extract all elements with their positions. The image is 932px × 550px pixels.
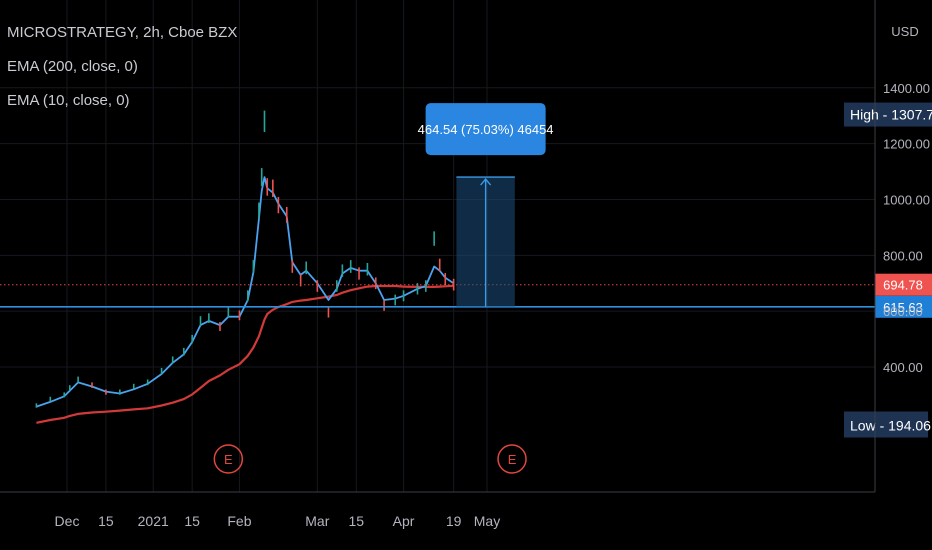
- currency-label: USD: [891, 24, 918, 39]
- earnings-marker-label: E: [224, 452, 233, 467]
- measure-arrow-head: [480, 178, 492, 186]
- earnings-marker-icon: [213, 444, 244, 474]
- ema-200-series: [36, 284, 454, 424]
- x-tick-label: 15: [184, 513, 200, 529]
- ema-10-series: [36, 176, 455, 408]
- chart-title: MICROSTRATEGY, 2h, Cboe BZX: [7, 24, 238, 41]
- ema-10-line: [36, 176, 455, 408]
- axes: 1400.00 1200.00 1000.00 800.00 600.00 400.00 D…: [0, 0, 930, 529]
- y-tick-label: 1400.00: [883, 81, 930, 96]
- x-tick-label: Apr: [393, 513, 415, 529]
- x-tick-label: 2021: [138, 513, 169, 529]
- price-series: [35, 110, 455, 408]
- x-tick-label: 15: [348, 513, 364, 529]
- x-tick-label: May: [474, 513, 500, 529]
- y-tick-label: 800.00: [883, 248, 923, 263]
- last-price-box: [875, 273, 932, 296]
- low-box: [844, 411, 928, 438]
- x-tick-label: 19: [446, 513, 462, 529]
- x-tick-label: Dec: [55, 513, 80, 529]
- y-tick-label: 1200.00: [883, 137, 930, 152]
- low-label: Low - 194.06: [850, 417, 931, 433]
- ema-200-line: [36, 284, 454, 424]
- x-tick-label: Mar: [305, 513, 329, 529]
- x-tick-label: 15: [98, 513, 114, 529]
- grid: [0, 0, 875, 492]
- ema-10-label: EMA (10, close, 0): [7, 92, 130, 109]
- high-label: High - 1307.78: [850, 107, 932, 123]
- support-price-label: 615.63: [883, 300, 923, 315]
- earnings-marker-label: E: [508, 452, 517, 467]
- last-price-label: 694.78: [883, 278, 923, 293]
- support-price-box: [875, 295, 932, 318]
- overlays: 615.63 694.78 464.54 (75.03%) 46454 High - …: [0, 102, 932, 474]
- y-tick-label: 1000.00: [883, 192, 930, 207]
- ema-200-label: EMA (200, close, 0): [7, 58, 138, 75]
- measure-label-box: [425, 103, 546, 156]
- x-tick-label: Feb: [227, 513, 251, 529]
- earnings-marker-icon: [497, 444, 527, 474]
- high-box: [844, 102, 932, 127]
- measure-label: 464.54 (75.03%) 46454: [418, 122, 554, 137]
- y-tick-label: 400.00: [883, 360, 923, 375]
- y-tick-label: 600.00: [883, 304, 923, 319]
